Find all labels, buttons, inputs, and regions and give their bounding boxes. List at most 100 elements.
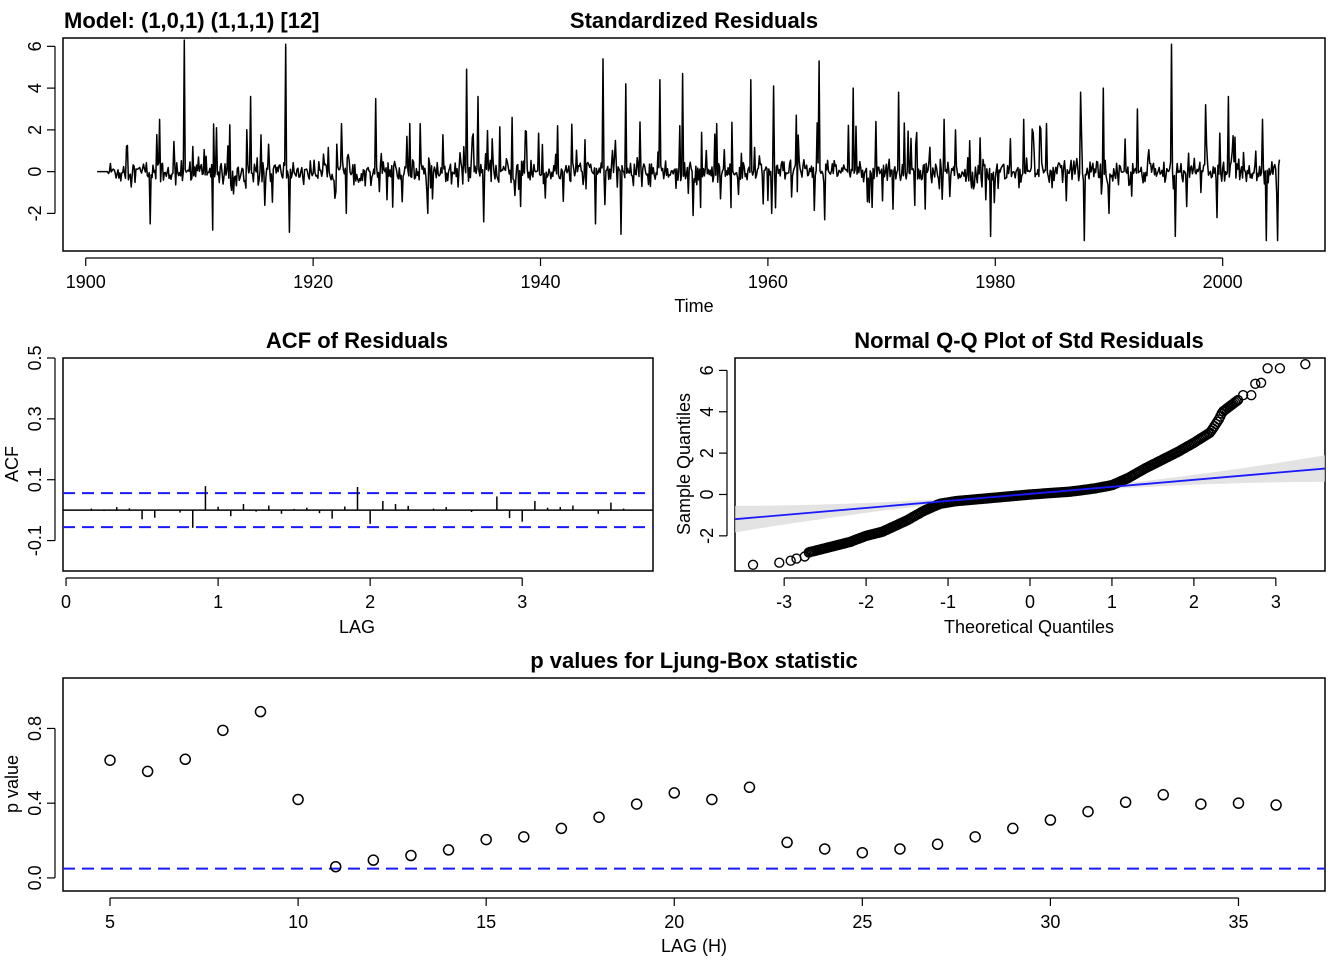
ljung-box-point bbox=[706, 793, 718, 806]
ljung-box-ylabel: p value bbox=[2, 755, 22, 813]
ljung-box-point bbox=[179, 753, 192, 766]
qq-y-tick-label: 0 bbox=[697, 489, 717, 499]
ljung-box-x-tick-label: 20 bbox=[664, 912, 684, 932]
qq-ylabel: Sample Quantiles bbox=[674, 393, 694, 535]
qq-x-tick-label: -3 bbox=[776, 592, 792, 612]
ljung-box-point bbox=[292, 793, 304, 806]
qq-y-tick-label: 4 bbox=[697, 407, 717, 417]
ljung-box-point bbox=[1119, 796, 1132, 808]
ljung-box-point bbox=[518, 831, 530, 843]
qq-point bbox=[1229, 397, 1241, 408]
std-residuals-title: Standardized Residuals bbox=[570, 8, 818, 33]
ljung-box-point bbox=[217, 724, 229, 737]
std-residuals-y-tick-label: 2 bbox=[25, 125, 45, 135]
qq-x-axis: -3 -2 -1 0 1 2 3 bbox=[776, 577, 1281, 612]
std-residuals-x-tick-label: 1900 bbox=[66, 272, 106, 292]
std-residuals-x-tick-label: 1960 bbox=[748, 272, 788, 292]
std-residuals-y-tick-label: 0 bbox=[25, 167, 45, 177]
panel-ljung-box: p values for Ljung-Box statistic 5 10 15 20… bbox=[2, 648, 1326, 956]
qq-y-tick-label: -2 bbox=[697, 528, 717, 544]
acf-y-tick-label: 0.5 bbox=[25, 345, 45, 370]
std-residuals-marks bbox=[97, 39, 1281, 242]
std-residuals-y-axis: -2 0 2 4 6 bbox=[25, 41, 56, 221]
ljung-box-point bbox=[141, 765, 154, 778]
qq-marks bbox=[734, 359, 1326, 570]
std-residuals-y-tick-label: -2 bbox=[25, 205, 45, 221]
acf-x-tick-label: 0 bbox=[61, 592, 71, 612]
acf-x-tick-label: 2 bbox=[365, 592, 375, 612]
acf-x-tick-label: 3 bbox=[517, 592, 527, 612]
ljung-box-point bbox=[329, 860, 342, 873]
ljung-box-point bbox=[1270, 799, 1282, 811]
qq-y-tick-label: 6 bbox=[697, 365, 717, 375]
ljung-box-x-tick-label: 5 bbox=[105, 912, 115, 932]
ljung-box-x-tick-label: 10 bbox=[288, 912, 308, 932]
acf-y-tick-label: 0.3 bbox=[25, 406, 45, 431]
ljung-box-point bbox=[1195, 798, 1207, 810]
qq-point bbox=[785, 555, 796, 566]
ljung-box-point bbox=[781, 836, 793, 849]
ljung-box-point bbox=[1157, 789, 1170, 801]
qq-x-tick-label: 3 bbox=[1271, 592, 1281, 612]
ljung-box-point bbox=[555, 822, 568, 835]
qq-point bbox=[1250, 378, 1261, 389]
ljung-box-y-tick-label: 0.4 bbox=[25, 791, 45, 816]
qq-point bbox=[1231, 396, 1242, 407]
qq-point bbox=[799, 551, 810, 562]
ljung-box-point bbox=[104, 754, 116, 766]
ljung-box-x-tick-label: 15 bbox=[476, 912, 496, 932]
std-residuals-y-tick-label: 6 bbox=[25, 41, 45, 51]
ljung-box-point bbox=[480, 833, 492, 846]
std-residuals-x-tick-label: 1940 bbox=[520, 272, 560, 292]
ljung-box-point bbox=[931, 838, 944, 851]
ljung-box-point bbox=[818, 843, 831, 855]
model-label: Model: (1,0,1) (1,1,1) [12] bbox=[64, 8, 320, 33]
ljung-box-x-axis: 5 10 15 20 25 30 35 bbox=[105, 897, 1249, 932]
qq-point bbox=[1237, 390, 1249, 401]
std-residuals-x-tick-label: 2000 bbox=[1203, 272, 1243, 292]
qq-point bbox=[774, 557, 785, 568]
qq-point bbox=[1262, 363, 1273, 374]
qq-x-tick-label: -1 bbox=[940, 592, 956, 612]
ljung-box-point bbox=[856, 846, 869, 859]
std-residuals-frame bbox=[62, 37, 1326, 252]
qq-x-tick-label: 0 bbox=[1025, 592, 1035, 612]
ljung-box-x-tick-label: 35 bbox=[1228, 912, 1248, 932]
ljung-box-frame bbox=[62, 677, 1326, 892]
acf-y-tick-label: -0.1 bbox=[25, 525, 45, 556]
ljung-box-y-tick-label: 0.0 bbox=[25, 865, 45, 890]
ljung-box-title: p values for Ljung-Box statistic bbox=[530, 648, 858, 673]
ljung-box-point bbox=[894, 843, 906, 855]
acf-x-tick-label: 1 bbox=[213, 592, 223, 612]
panel-qq: Normal Q-Q Plot of Std Residuals -3 -2 -1 0… bbox=[674, 328, 1326, 637]
ljung-box-point bbox=[1007, 822, 1019, 835]
panel-std-residuals: Standardized Residuals 1900 1920 1940 1960 1… bbox=[25, 8, 1326, 316]
qq-reference-line bbox=[734, 467, 1326, 521]
qq-frame bbox=[734, 357, 1326, 572]
ljung-box-y-tick-label: 0.8 bbox=[25, 716, 45, 741]
std-residuals-xlabel: Time bbox=[674, 296, 713, 316]
ljung-box-point bbox=[1044, 814, 1057, 826]
acf-title: ACF of Residuals bbox=[266, 328, 448, 353]
ljung-box-point bbox=[630, 798, 643, 810]
acf-ylabel: ACF bbox=[2, 446, 22, 482]
ljung-box-point bbox=[405, 849, 417, 862]
ljung-box-y-axis: 0.0 0.4 0.8 bbox=[25, 716, 56, 890]
ljung-box-point bbox=[743, 781, 756, 794]
ljung-box-xlabel: LAG (H) bbox=[661, 936, 727, 956]
acf-marks bbox=[63, 486, 653, 529]
qq-y-tick-label: 2 bbox=[697, 448, 717, 458]
acf-xlabel: LAG bbox=[339, 617, 375, 637]
ljung-box-point bbox=[593, 811, 605, 823]
acf-frame bbox=[62, 357, 654, 572]
ljung-box-point bbox=[254, 705, 267, 718]
qq-y-axis: -2 0 2 4 6 bbox=[697, 365, 728, 544]
ljung-box-marks bbox=[63, 705, 1325, 873]
ljung-box-point bbox=[1232, 797, 1245, 809]
ljung-box-x-tick-label: 25 bbox=[852, 912, 872, 932]
acf-y-tick-label: 0.1 bbox=[25, 467, 45, 492]
ljung-box-point bbox=[1082, 805, 1094, 818]
acf-y-axis: -0.1 0.1 0.3 0.5 bbox=[25, 345, 56, 556]
qq-point bbox=[1212, 416, 1223, 427]
